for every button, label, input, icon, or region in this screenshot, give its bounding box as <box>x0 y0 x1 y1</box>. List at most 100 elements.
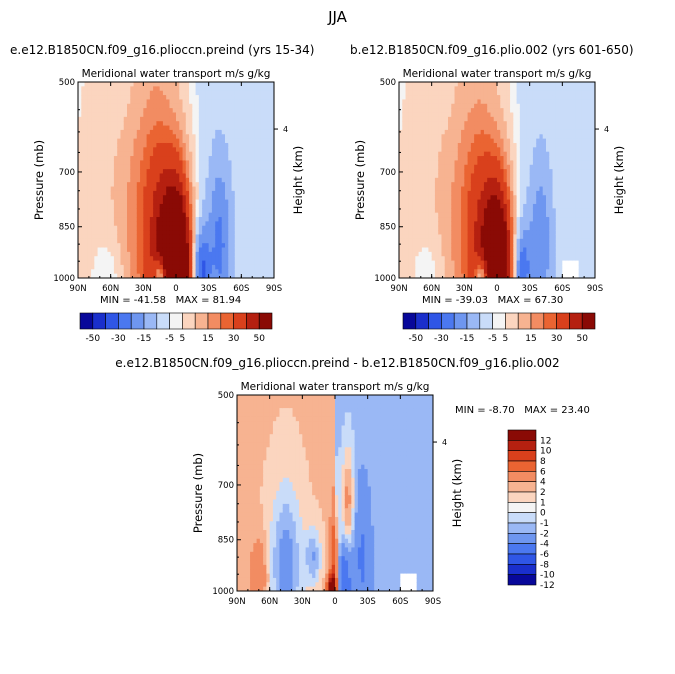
contour-cell <box>123 260 128 266</box>
contour-cell <box>185 212 190 218</box>
contour-cell <box>159 169 164 175</box>
contour-cell <box>516 173 521 179</box>
contour-cell <box>428 182 433 188</box>
contour-cell <box>117 269 122 275</box>
contour-cell <box>104 160 108 166</box>
contour-cell <box>267 138 272 144</box>
contour-cell <box>251 221 255 227</box>
contour-cell <box>166 247 171 253</box>
contour-cell <box>415 95 420 101</box>
contour-cell <box>470 156 475 161</box>
contour-cell <box>225 160 229 166</box>
contour-cell <box>444 217 449 222</box>
contour-cell <box>549 260 554 266</box>
contour-cell <box>221 208 226 214</box>
contour-cell <box>451 151 456 157</box>
contour-cell <box>519 234 524 240</box>
contour-cell <box>506 186 511 192</box>
contour-cell <box>251 199 255 205</box>
contour-cell <box>221 169 226 175</box>
contour-cell <box>461 264 465 270</box>
contour-cell <box>94 90 99 96</box>
contour-cell <box>113 273 118 278</box>
contour-cell <box>503 129 508 135</box>
contour-cell <box>84 195 89 201</box>
contour-cell <box>408 247 413 253</box>
contour-cell <box>156 230 161 236</box>
contour-cell <box>408 256 413 262</box>
contour-cell <box>451 147 456 153</box>
contour-cell <box>438 160 443 166</box>
contour-cell <box>510 95 514 101</box>
contour-cell <box>539 134 544 140</box>
contour-cell <box>146 269 151 275</box>
contour-cell <box>559 95 563 101</box>
contour-cell <box>519 151 524 157</box>
contour-cell <box>493 256 498 262</box>
contour-cell <box>238 90 242 96</box>
contour-cell <box>461 86 465 92</box>
contour-cell <box>405 256 410 262</box>
contour-cell <box>149 221 154 227</box>
contour-cell <box>503 121 508 127</box>
contour-cell <box>198 90 203 96</box>
contour-cell <box>205 177 210 183</box>
contour-cell <box>146 260 151 266</box>
contour-cell <box>490 125 495 131</box>
contour-cell <box>506 190 511 196</box>
contour-cell <box>182 90 187 96</box>
contour-cell <box>408 151 413 157</box>
contour-cell <box>153 134 157 140</box>
contour-cell <box>399 230 403 236</box>
contour-cell <box>133 186 138 192</box>
contour-cell <box>441 247 446 253</box>
contour-cell <box>172 164 177 170</box>
contour-cell <box>555 221 560 227</box>
contour-cell <box>552 199 557 205</box>
contour-cell <box>107 86 112 92</box>
contour-cell <box>500 256 505 262</box>
contour-cell <box>257 212 262 218</box>
contour-cell <box>189 225 193 231</box>
contour-cell <box>241 186 246 192</box>
contour-cell <box>162 225 167 231</box>
contour-cell <box>198 269 203 275</box>
contour-cell <box>176 208 180 214</box>
contour-cell <box>127 134 131 140</box>
contour-cell <box>257 247 262 253</box>
contour-cell <box>162 156 167 161</box>
contour-cell <box>247 86 252 92</box>
contour-cell <box>130 195 135 201</box>
contour-cell <box>87 125 92 131</box>
contour-cell <box>546 217 550 222</box>
contour-cell <box>526 90 531 96</box>
contour-cell <box>493 217 498 222</box>
contour-cell <box>480 269 485 275</box>
contour-cell <box>270 160 274 166</box>
contour-cell <box>542 203 547 209</box>
contour-cell <box>208 190 213 196</box>
contour-cell <box>192 177 197 183</box>
contour-cell <box>474 116 478 122</box>
contour-cell <box>189 251 193 257</box>
contour-cell <box>241 195 246 201</box>
contour-cell <box>457 99 462 105</box>
contour-cell <box>542 195 547 201</box>
contour-cell <box>94 182 99 188</box>
contour-cell <box>267 195 272 201</box>
contour-cell <box>480 273 485 278</box>
contour-cell <box>523 173 527 179</box>
contour-cell <box>461 99 465 105</box>
contour-cell <box>513 90 518 96</box>
contour-cell <box>225 190 229 196</box>
contour-cell <box>425 190 429 196</box>
contour-cell <box>438 177 443 183</box>
contour-cell <box>153 203 157 209</box>
contour-cell <box>510 160 514 166</box>
contour-cell <box>94 86 99 92</box>
contour-cell <box>215 208 220 214</box>
contour-cell <box>267 95 272 101</box>
contour-cell <box>244 264 249 270</box>
contour-cell <box>464 203 469 209</box>
contour-cell <box>238 230 242 236</box>
